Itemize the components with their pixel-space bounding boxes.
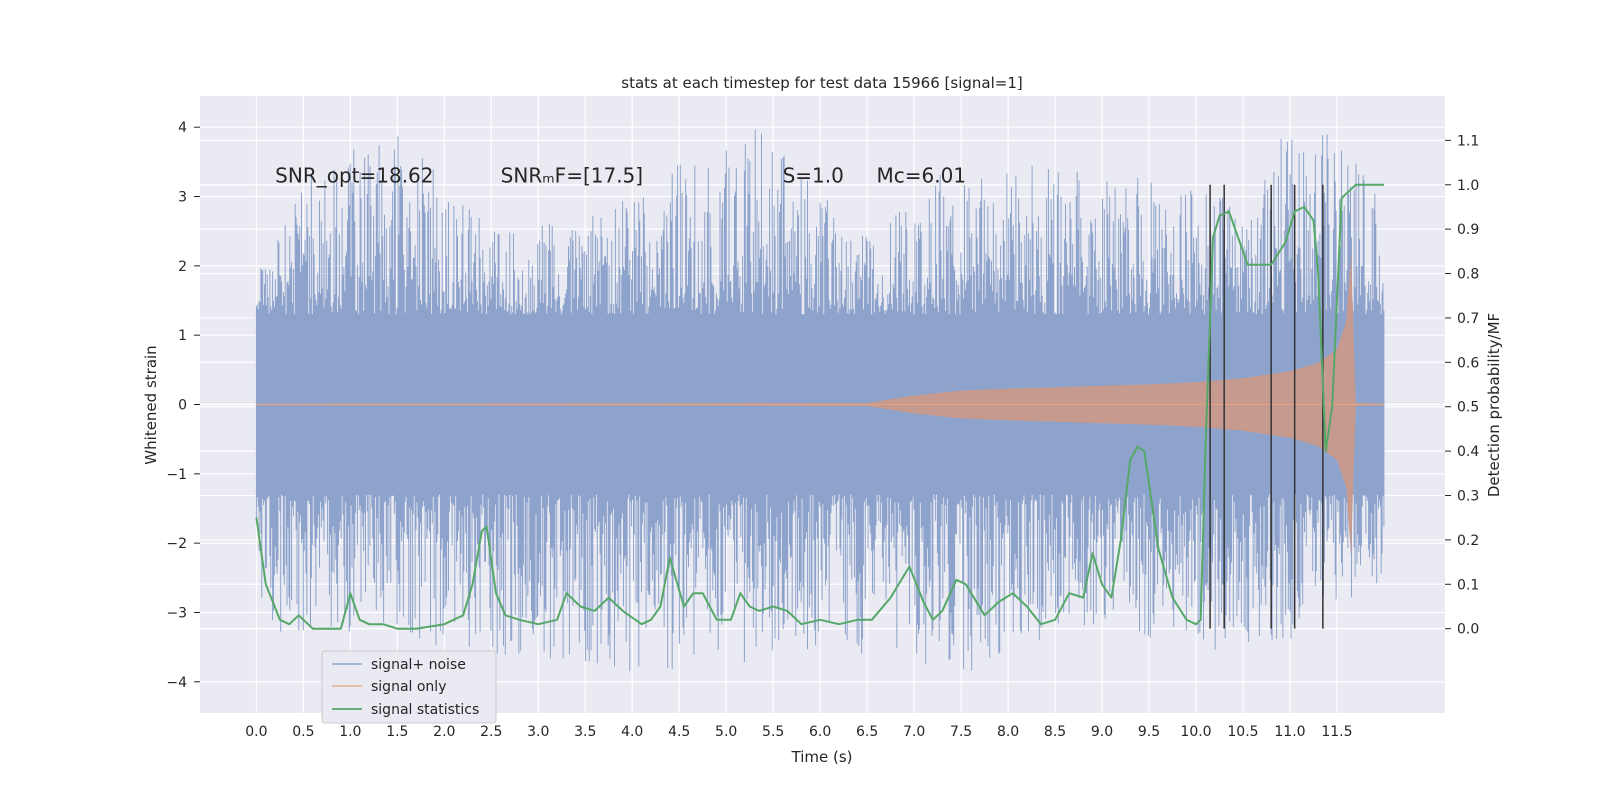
annotations: SNR_opt=18.62 SNRₘF=[17.5] S=1.0 Mᴄ=6.01 xyxy=(275,164,966,188)
x-tick-label: 0.5 xyxy=(292,724,314,740)
x-tick-label: 2.5 xyxy=(480,724,502,740)
y-tick-label-left: 1 xyxy=(178,328,187,344)
x-tick-label: 7.5 xyxy=(950,724,972,740)
annotation-2: SNRₘF=[17.5] xyxy=(501,164,643,188)
x-tick-label: 4.0 xyxy=(621,724,643,740)
x-tick-label: 11.0 xyxy=(1274,724,1305,740)
y-tick-label-left: 0 xyxy=(178,398,187,414)
x-tick-label: 3.0 xyxy=(527,724,549,740)
legend: signal+ noise signal only signal statist… xyxy=(321,650,497,724)
x-tick-label: 8.5 xyxy=(1044,724,1066,740)
x-tick-label: 2.0 xyxy=(433,724,455,740)
y-tick-label-right: 0.6 xyxy=(1457,355,1479,371)
signal-statistics-series xyxy=(255,183,1384,630)
x-tick-label: 3.5 xyxy=(574,724,596,740)
chart-title: stats at each timestep for test data 159… xyxy=(621,74,1022,92)
y-tick-label-right: 0.0 xyxy=(1457,622,1479,638)
annotation-3: S=1.0 xyxy=(783,164,844,188)
x-tick-label: 8.0 xyxy=(997,724,1019,740)
y-tick-label-left: −2 xyxy=(166,536,187,552)
x-tick-label: 0.0 xyxy=(245,724,267,740)
y-tick-label-right: 0.9 xyxy=(1457,222,1479,238)
annotation-4: Mᴄ=6.01 xyxy=(877,164,967,188)
y-tick-label-left: 4 xyxy=(178,120,187,136)
x-tick-label: 4.5 xyxy=(668,724,690,740)
x-tick-label: 6.0 xyxy=(809,724,831,740)
y-tick-label-right: 0.5 xyxy=(1457,400,1479,416)
legend-label-signal-only: signal only xyxy=(371,679,446,695)
x-tick-label: 9.0 xyxy=(1091,724,1113,740)
annotation-1: SNR_opt=18.62 xyxy=(275,164,433,188)
y-axis-label-left: Whitened strain xyxy=(142,345,160,464)
x-tick-label: 5.0 xyxy=(715,724,737,740)
legend-label-signal-noise: signal+ noise xyxy=(371,657,466,673)
y-tick-label-left: −4 xyxy=(166,675,187,691)
x-axis-label: Time (s) xyxy=(791,748,853,766)
x-tick-label: 11.5 xyxy=(1321,724,1352,740)
y-axis-label-right: Detection probability/MF xyxy=(1485,313,1503,497)
x-tick-label: 9.5 xyxy=(1138,724,1160,740)
y-tick-label-left: 2 xyxy=(178,259,187,275)
y-tick-label-right: 1.0 xyxy=(1457,178,1479,194)
y-tick-label-left: −1 xyxy=(166,467,187,483)
y-tick-label-left: −3 xyxy=(166,605,187,621)
y-tick-label-right: 0.1 xyxy=(1457,577,1479,593)
x-tick-label: 7.0 xyxy=(903,724,925,740)
signal-only-series xyxy=(256,252,1384,557)
y-tick-label-right: 0.7 xyxy=(1457,311,1479,327)
legend-label-signal-statistics: signal statistics xyxy=(371,702,479,718)
y-tick-label-right: 0.4 xyxy=(1457,444,1479,460)
x-tick-label: 6.5 xyxy=(856,724,878,740)
y-tick-label-left: 3 xyxy=(178,190,187,206)
x-tick-label: 1.5 xyxy=(386,724,408,740)
legend-box xyxy=(321,650,497,724)
y-tick-label-right: 0.3 xyxy=(1457,488,1479,504)
x-tick-label: 1.0 xyxy=(339,724,361,740)
ticks: 0.0 0.5 1.0 1.5 2.0 2.5 3.0 3.5 4.0 4.5 5.0 5.5 6.0 6… xyxy=(166,120,1479,740)
y-tick-label-right: 0.8 xyxy=(1457,267,1479,283)
x-tick-label: 5.5 xyxy=(762,724,784,740)
y-tick-label-right: 1.1 xyxy=(1457,133,1479,149)
x-tick-label: 10.5 xyxy=(1227,724,1258,740)
x-tick-label: 10.0 xyxy=(1180,724,1211,740)
signal-statistics-line xyxy=(255,183,1384,630)
y-tick-label-right: 0.2 xyxy=(1457,533,1479,549)
